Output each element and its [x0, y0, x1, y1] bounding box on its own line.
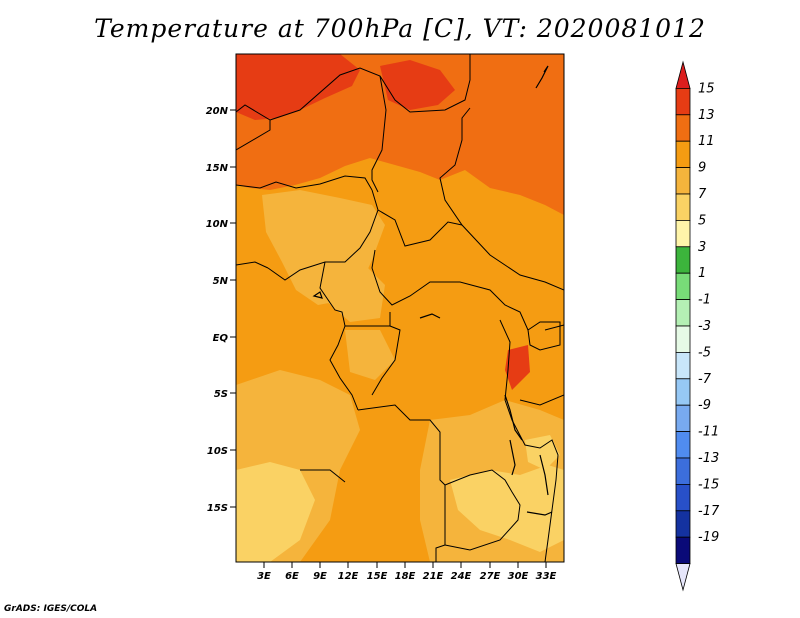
- colorbar-bin: [675, 88, 691, 116]
- colorbar-label: -5: [698, 345, 711, 360]
- colorbar-label: -3: [698, 319, 711, 334]
- colorbar-bin: [675, 246, 691, 274]
- colorbar-bin: [675, 272, 691, 301]
- colorbar: 15 13 11 9 7 5 3 1 -1 -3 -5 -7 -9 -11 -13 -15 -17 -19: [675, 60, 720, 592]
- colorbar-bin: [675, 193, 691, 221]
- lon-label: 24E: [451, 571, 472, 582]
- colorbar-bin: [675, 351, 691, 380]
- colorbar-label: 5: [698, 213, 706, 228]
- lon-label: 15E: [367, 571, 388, 582]
- colorbar-bin: [675, 140, 691, 168]
- lon-label: 12E: [338, 571, 359, 582]
- colorbar-bin: [675, 378, 691, 406]
- lat-label: 5N: [213, 276, 229, 287]
- colorbar-label: 3: [698, 240, 706, 255]
- colorbar-label: -11: [698, 425, 719, 440]
- colorbar-label: 11: [698, 134, 715, 149]
- colorbar-bin: [675, 167, 691, 195]
- lat-label: 20N: [206, 106, 229, 117]
- map-frame: [235, 53, 565, 563]
- lat-label: 15N: [206, 163, 229, 174]
- colorbar-label: -9: [698, 398, 711, 413]
- lon-label: 21E: [423, 571, 444, 582]
- field-5-7-sw: [236, 462, 315, 562]
- lat-label: 15S: [207, 503, 228, 514]
- lon-label: 9E: [313, 571, 327, 582]
- field-13-15-central: [380, 60, 455, 110]
- colorbar-label: -19: [698, 530, 719, 545]
- lat-label: EQ: [213, 333, 229, 344]
- colorbar-label: 9: [698, 161, 706, 176]
- lat-axis: 20N 15N 10N 5N EQ 5S 10S 15S: [206, 106, 236, 514]
- colorbar-bin: [675, 219, 691, 248]
- colorbar-bin: [675, 510, 691, 538]
- colorbar-label: 1: [698, 266, 706, 281]
- colorbar-bin: [675, 325, 691, 353]
- colorbar-bin: [675, 483, 691, 512]
- lakes-and-coast: [312, 65, 553, 516]
- colorbar-label: 7: [698, 187, 707, 202]
- lon-label: 18E: [395, 571, 416, 582]
- colorbar-bin: [675, 299, 691, 327]
- lon-label: 3E: [257, 571, 271, 582]
- colorbar-bin: [675, 60, 691, 89]
- field-5-7-malawi: [525, 435, 560, 470]
- lat-label: 10S: [207, 446, 228, 457]
- lon-label: 6E: [285, 571, 299, 582]
- colorbar-label: 15: [698, 81, 715, 96]
- lon-label: 33E: [536, 571, 557, 582]
- field-5-7-se: [450, 465, 564, 552]
- colorbar-label: -17: [698, 504, 720, 519]
- country-borders: [236, 54, 564, 562]
- colorbar-bin: [675, 563, 691, 592]
- lon-label: 27E: [480, 571, 501, 582]
- colorbar-label: -7: [698, 372, 712, 387]
- colorbar-bin: [675, 457, 691, 485]
- lon-label: 30E: [508, 571, 529, 582]
- colorbar-bin: [675, 114, 691, 142]
- field-13-15-rwanda: [505, 345, 530, 390]
- colorbar-bin: [675, 431, 691, 459]
- field-7-9-gabon: [345, 330, 395, 380]
- colorbar-label: 13: [698, 108, 715, 123]
- chart-title: Temperature at 700hPa [C], VT: 202008101…: [94, 14, 706, 43]
- colorbar-label: -15: [698, 477, 719, 492]
- credit-label: GrADS: IGES/COLA: [4, 604, 98, 614]
- field-13-15-west: [236, 54, 360, 120]
- colorbar-label: -13: [698, 451, 719, 466]
- colorbar-label: -1: [698, 293, 711, 308]
- lon-axis: 3E 6E 9E 12E 15E 18E 21E 24E 27E 30E 33E: [257, 562, 557, 582]
- colorbar-bin: [675, 536, 691, 565]
- colorbar-bin: [675, 404, 691, 433]
- lat-label: 5S: [214, 389, 228, 400]
- field-7-9-cameroon: [320, 260, 385, 322]
- lat-label: 10N: [206, 219, 229, 230]
- temperature-field: [236, 54, 564, 562]
